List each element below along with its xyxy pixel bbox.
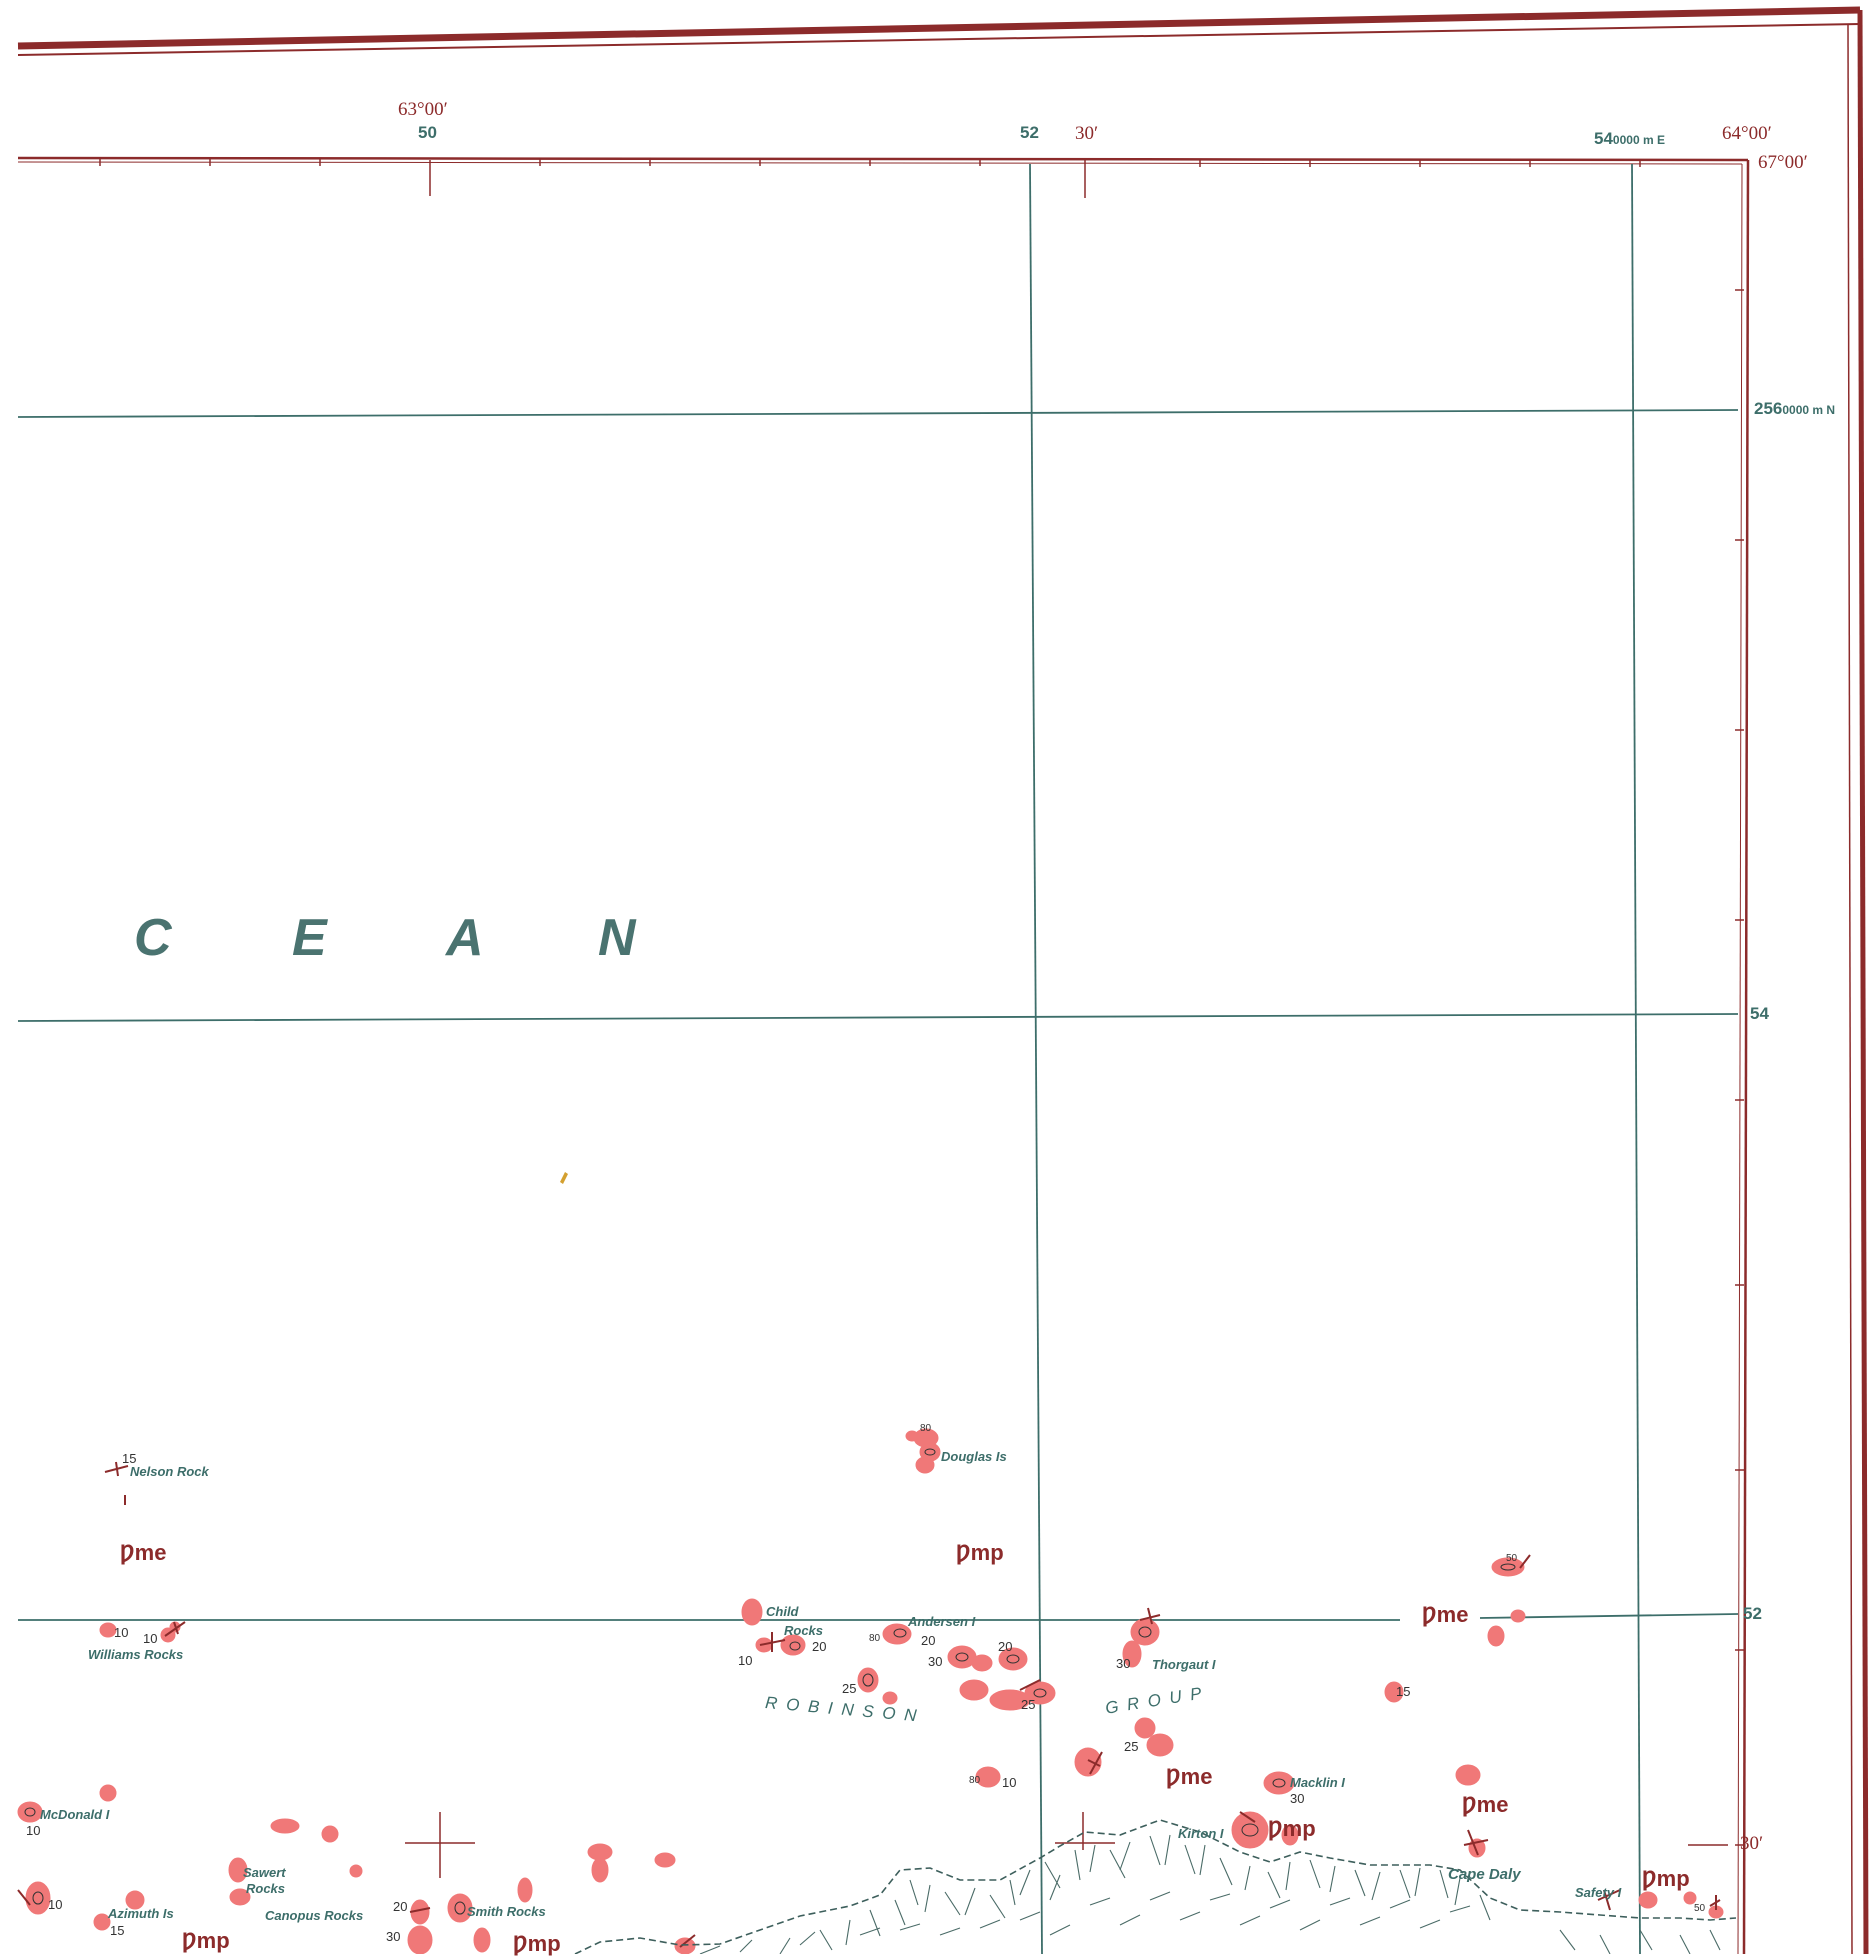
place-child-rocks-line1: Child xyxy=(766,1604,799,1619)
place-williams-rocks: Williams Rocks xyxy=(88,1647,184,1662)
place-douglas-is: Douglas Is xyxy=(941,1449,1007,1464)
place-kirton-i: Kirton I xyxy=(1178,1826,1224,1841)
elev-andersen-d: 20 xyxy=(998,1639,1013,1654)
northing-label-256-main: 256 xyxy=(1754,399,1783,418)
place-azimuth-is: Azimuth Is xyxy=(108,1906,174,1921)
ocean-letter-n: N xyxy=(598,909,638,967)
unit-pmp-safety: Ƿmp xyxy=(1642,1866,1690,1891)
place-sawert-rocks-line2: Rocks xyxy=(246,1881,286,1896)
elev-east-a: 50 xyxy=(1506,1553,1518,1564)
elev-child-a: 10 xyxy=(738,1653,753,1668)
utm-grid xyxy=(17,163,1739,1954)
place-safety-i: Safety I xyxy=(1575,1885,1622,1900)
ocean-letter-e: E xyxy=(292,909,329,967)
elev-williams-b: 10 xyxy=(143,1631,158,1646)
place-canopus-rocks: Canopus Rocks xyxy=(265,1908,364,1923)
ocean-letter-c: C xyxy=(134,909,174,967)
easting-label-54: 540000 m E xyxy=(1594,130,1665,147)
coastline xyxy=(574,1819,1737,1954)
place-mcdonald-i: McDonald I xyxy=(40,1807,110,1822)
elev-robinson-d: 10 xyxy=(1002,1775,1017,1790)
map-frame xyxy=(17,6,1869,1954)
lat-label-67-00: 67°00′ xyxy=(1758,152,1808,173)
easting-label-50: 50 xyxy=(418,123,437,142)
elev-smith-a: 20 xyxy=(393,1899,408,1914)
unit-pmp-smith: Ƿmp xyxy=(513,1931,561,1956)
place-cape-daly: Cape Daly xyxy=(1448,1866,1521,1883)
elev-andersen-a: 80 xyxy=(869,1633,881,1644)
lon-label-30: 30′ xyxy=(1075,123,1099,144)
graticule-ticks xyxy=(99,158,1744,1878)
structure-symbols xyxy=(17,1461,1721,1948)
elev-mcdonald: 10 xyxy=(26,1823,41,1838)
unit-pme-nelson: Ƿme xyxy=(120,1540,167,1565)
place-sawert-rocks-line1: Sawert xyxy=(243,1865,286,1880)
elev-douglas: 80 xyxy=(920,1423,932,1434)
easting-label-54-main: 54 xyxy=(1594,129,1613,148)
elev-robinson-a: 25 xyxy=(842,1681,857,1696)
elev-smith-b: 30 xyxy=(386,1929,401,1944)
place-thorgaut-i: Thorgaut I xyxy=(1152,1657,1216,1672)
rock-outcrops xyxy=(17,1428,1724,1954)
elev-azimuth-b: 10 xyxy=(48,1897,63,1912)
unit-pmp-kirton: Ƿmp xyxy=(1268,1816,1316,1841)
unit-pmp-sw: Ƿmp xyxy=(182,1928,230,1953)
place-child-rocks-line2: Rocks xyxy=(784,1623,824,1638)
elev-nelson: 15 xyxy=(122,1451,137,1466)
northing-label-52: 52 xyxy=(1743,1604,1762,1623)
elev-robinson-c: 80 xyxy=(969,1775,981,1786)
elev-andersen-b: 20 xyxy=(921,1633,936,1648)
elev-azimuth: 15 xyxy=(110,1923,125,1938)
northing-label-54: 54 xyxy=(1750,1004,1769,1023)
unit-pme-east: Ƿme xyxy=(1420,1602,1471,1627)
elev-safety: 50 xyxy=(1694,1903,1706,1914)
elev-thorgaut: 30 xyxy=(1116,1656,1131,1671)
easting-label-52: 52 xyxy=(1020,123,1039,142)
unit-pme-robinson: Ƿme xyxy=(1166,1764,1213,1789)
place-andersen-i: Andersen I xyxy=(908,1614,976,1629)
map-specks xyxy=(560,1172,568,1184)
unit-pmp-douglas: Ƿmp xyxy=(956,1540,1004,1565)
northing-label-256: 2560000 m N xyxy=(1754,400,1835,417)
lon-label-63-00: 63°00′ xyxy=(398,99,448,120)
place-nelson-rock: Nelson Rock xyxy=(130,1464,209,1479)
elev-andersen-c: 30 xyxy=(928,1654,943,1669)
ice-hatching xyxy=(699,1834,1721,1954)
northing-label-256-unit: 0000 m N xyxy=(1782,403,1836,417)
place-smith-rocks: Smith Rocks xyxy=(467,1904,546,1919)
lon-label-64-00: 64°00′ xyxy=(1722,123,1772,144)
rock-outline-marks xyxy=(24,1448,1516,1915)
lat-label-30: 30′ xyxy=(1740,1833,1764,1854)
elev-robinson-b: 25 xyxy=(1021,1697,1036,1712)
elev-robinson-e: 25 xyxy=(1124,1739,1139,1754)
elev-east-b: 15 xyxy=(1396,1684,1411,1699)
place-macklin-i: Macklin I xyxy=(1290,1775,1345,1790)
unit-pme-cape: Ƿme xyxy=(1462,1792,1509,1817)
easting-label-54-unit: 0000 m E xyxy=(1612,133,1665,147)
ocean-letter-a: A xyxy=(446,909,486,967)
elev-williams-a: 10 xyxy=(114,1625,129,1640)
elev-child-b: 20 xyxy=(812,1639,827,1654)
elev-macklin: 30 xyxy=(1290,1791,1305,1806)
